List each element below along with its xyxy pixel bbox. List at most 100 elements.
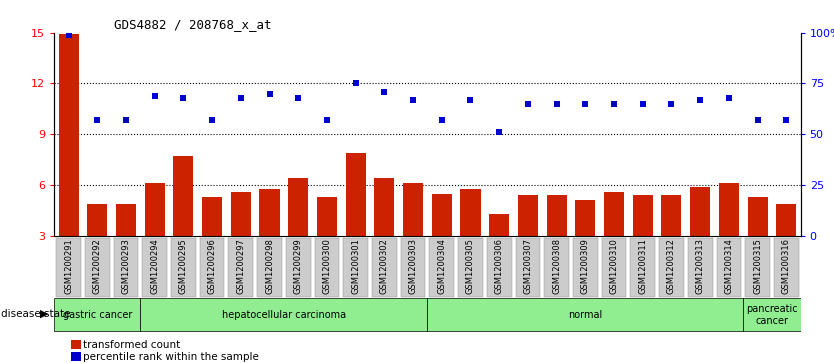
- FancyBboxPatch shape: [344, 238, 368, 297]
- Point: [694, 97, 707, 103]
- Point: [521, 101, 535, 107]
- Text: GSM1200295: GSM1200295: [179, 238, 188, 294]
- Bar: [575, 200, 595, 236]
- Bar: [144, 183, 165, 236]
- FancyBboxPatch shape: [458, 238, 483, 297]
- Point: [665, 101, 678, 107]
- FancyBboxPatch shape: [286, 238, 310, 297]
- FancyBboxPatch shape: [746, 238, 770, 297]
- Text: ▶: ▶: [40, 309, 48, 319]
- Text: GSM1200296: GSM1200296: [208, 238, 217, 294]
- Bar: [259, 188, 279, 236]
- Text: GSM1200314: GSM1200314: [725, 238, 733, 294]
- Text: gastric cancer: gastric cancer: [63, 310, 132, 320]
- Text: GSM1200305: GSM1200305: [466, 238, 475, 294]
- Text: GSM1200304: GSM1200304: [437, 238, 446, 294]
- Bar: [546, 195, 566, 236]
- FancyBboxPatch shape: [229, 238, 254, 297]
- FancyBboxPatch shape: [85, 238, 109, 297]
- FancyBboxPatch shape: [54, 298, 140, 331]
- Bar: [289, 178, 309, 236]
- Text: GSM1200293: GSM1200293: [122, 238, 130, 294]
- Bar: [460, 188, 480, 236]
- Bar: [374, 178, 394, 236]
- Bar: [776, 204, 796, 236]
- Text: pancreatic
cancer: pancreatic cancer: [746, 304, 798, 326]
- FancyBboxPatch shape: [113, 238, 138, 297]
- Point: [493, 129, 506, 135]
- Bar: [432, 193, 452, 236]
- Text: GSM1200302: GSM1200302: [379, 238, 389, 294]
- FancyBboxPatch shape: [143, 238, 167, 297]
- FancyBboxPatch shape: [427, 298, 743, 331]
- Bar: [747, 197, 767, 236]
- Point: [579, 101, 592, 107]
- Text: GSM1200300: GSM1200300: [323, 238, 331, 294]
- Text: GSM1200315: GSM1200315: [753, 238, 762, 294]
- Bar: [173, 156, 193, 236]
- Point: [234, 95, 248, 101]
- Bar: [58, 34, 78, 236]
- Point: [263, 91, 276, 97]
- Text: GSM1200294: GSM1200294: [150, 238, 159, 294]
- FancyBboxPatch shape: [257, 238, 282, 297]
- Bar: [604, 192, 624, 236]
- FancyBboxPatch shape: [171, 238, 196, 297]
- Point: [406, 97, 420, 103]
- Text: GSM1200297: GSM1200297: [236, 238, 245, 294]
- FancyBboxPatch shape: [774, 238, 799, 297]
- Text: GSM1200308: GSM1200308: [552, 238, 561, 294]
- Point: [205, 117, 219, 123]
- Bar: [345, 153, 365, 236]
- Bar: [661, 195, 681, 236]
- Text: GSM1200310: GSM1200310: [610, 238, 619, 294]
- Point: [780, 117, 793, 123]
- Bar: [633, 195, 653, 236]
- Point: [435, 117, 449, 123]
- FancyBboxPatch shape: [688, 238, 712, 297]
- Bar: [719, 183, 739, 236]
- Point: [292, 95, 305, 101]
- Text: GSM1200299: GSM1200299: [294, 238, 303, 294]
- Text: GSM1200311: GSM1200311: [638, 238, 647, 294]
- Bar: [690, 187, 711, 236]
- Text: GSM1200292: GSM1200292: [93, 238, 102, 294]
- Text: disease state: disease state: [1, 309, 70, 319]
- Text: GSM1200291: GSM1200291: [64, 238, 73, 294]
- Point: [62, 32, 75, 38]
- Text: GSM1200309: GSM1200309: [580, 238, 590, 294]
- Point: [177, 95, 190, 101]
- Text: GSM1200307: GSM1200307: [524, 238, 532, 294]
- FancyBboxPatch shape: [716, 238, 741, 297]
- Point: [464, 97, 477, 103]
- Bar: [317, 197, 337, 236]
- FancyBboxPatch shape: [601, 238, 626, 297]
- Bar: [116, 204, 136, 236]
- Point: [91, 117, 104, 123]
- Text: GSM1200301: GSM1200301: [351, 238, 360, 294]
- FancyBboxPatch shape: [659, 238, 684, 297]
- FancyBboxPatch shape: [743, 298, 801, 331]
- Text: GSM1200312: GSM1200312: [667, 238, 676, 294]
- Point: [550, 101, 563, 107]
- FancyBboxPatch shape: [372, 238, 397, 297]
- Text: GSM1200303: GSM1200303: [409, 238, 418, 294]
- FancyBboxPatch shape: [140, 298, 427, 331]
- Text: GSM1200313: GSM1200313: [696, 238, 705, 294]
- FancyBboxPatch shape: [573, 238, 598, 297]
- Text: normal: normal: [568, 310, 602, 320]
- Text: transformed count: transformed count: [83, 340, 181, 350]
- Point: [636, 101, 650, 107]
- FancyBboxPatch shape: [487, 238, 511, 297]
- Point: [751, 117, 764, 123]
- Text: GSM1200306: GSM1200306: [495, 238, 504, 294]
- Point: [148, 93, 161, 99]
- FancyBboxPatch shape: [200, 238, 224, 297]
- FancyBboxPatch shape: [631, 238, 655, 297]
- Text: GSM1200298: GSM1200298: [265, 238, 274, 294]
- Text: GDS4882 / 208768_x_at: GDS4882 / 208768_x_at: [114, 19, 271, 32]
- Point: [349, 81, 362, 86]
- FancyBboxPatch shape: [430, 238, 455, 297]
- Text: hepatocellular carcinoma: hepatocellular carcinoma: [222, 310, 346, 320]
- FancyBboxPatch shape: [545, 238, 569, 297]
